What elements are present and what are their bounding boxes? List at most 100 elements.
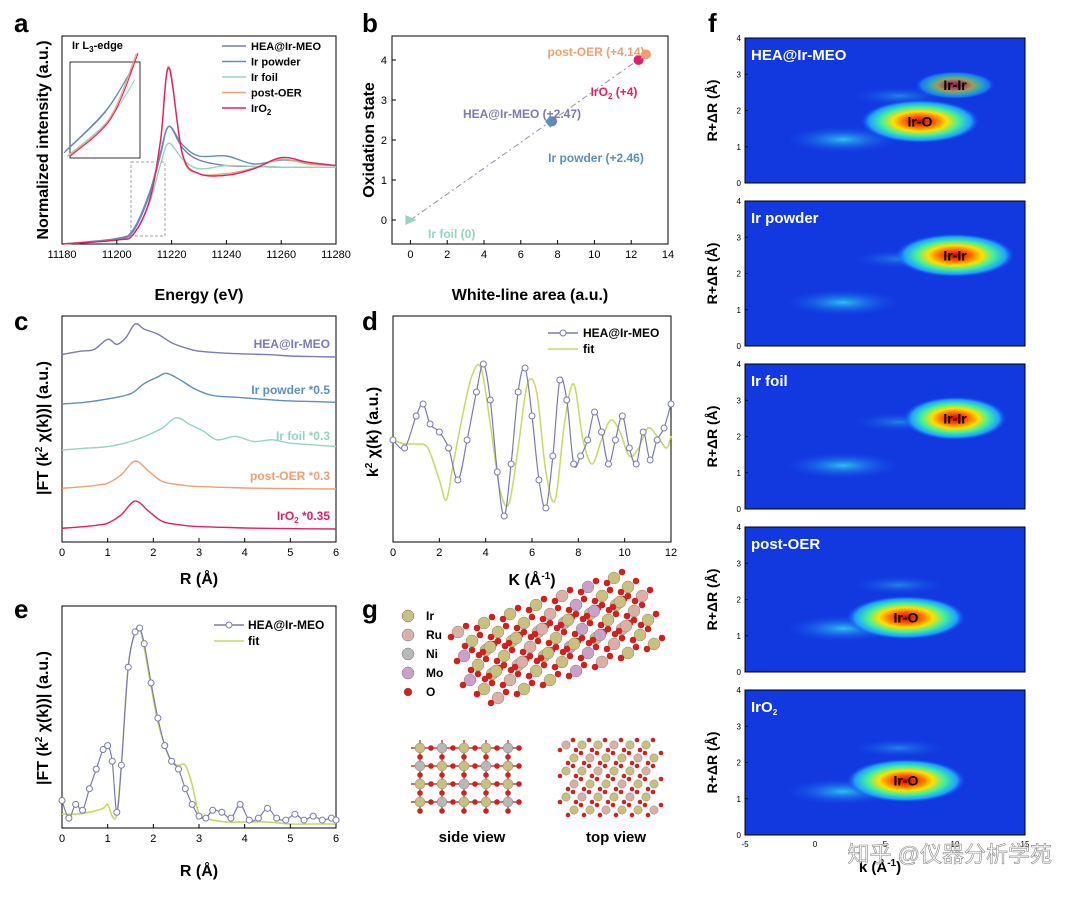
metal-atom — [601, 753, 611, 763]
metal-atom — [569, 779, 579, 789]
oxygen-atom — [623, 612, 631, 620]
oxygen-atom — [557, 773, 563, 779]
point-label: Ir foil (0) — [428, 227, 475, 241]
x-tick-label: 12 — [625, 249, 637, 261]
oxygen-atom — [629, 786, 635, 792]
oxygen-atom — [488, 613, 496, 621]
metal-atom — [585, 753, 595, 763]
panel-f: Ir-O Ir-Ir HEA@Ir-MEO 0 1 2 3 4 R+ΔR (Å) Ir-Ir Ir … — [704, 34, 1030, 849]
metal-atom — [585, 805, 595, 815]
oxygen-atom — [570, 737, 576, 743]
inset-curve — [69, 53, 139, 157]
exp-point — [563, 396, 571, 404]
exp-point — [113, 808, 121, 816]
exp-point — [58, 796, 66, 804]
metal-atom — [477, 682, 491, 696]
oxygen-atom — [472, 799, 478, 805]
metal-atom — [489, 664, 503, 678]
metal-atom — [480, 778, 492, 790]
x-tick-label: 11280 — [321, 249, 351, 261]
x-tick-label: 11200 — [102, 249, 132, 261]
oxygen-atom — [652, 610, 660, 618]
xanes-curve — [61, 125, 337, 245]
oxygen-atom — [551, 663, 559, 671]
metal-atom — [436, 796, 448, 808]
curve-label: Ir powder *0.5 — [251, 383, 330, 397]
oxygen-atom — [450, 745, 456, 751]
map-annotation: Ir-Ir — [943, 247, 967, 263]
metal-atom — [480, 796, 492, 808]
exp-point — [479, 360, 487, 368]
oxygen-atom — [605, 799, 611, 805]
oxygen-atom — [474, 670, 482, 678]
y-tick-label: 0 — [737, 668, 742, 677]
oxygen-atom — [594, 802, 600, 808]
oxygen-atom — [428, 763, 434, 769]
metal-atom — [609, 740, 619, 750]
exp-point — [549, 452, 557, 460]
oxygen-atom — [570, 789, 576, 795]
legend-label: post-OER — [251, 88, 302, 100]
oxygen-atom — [650, 763, 656, 769]
metal-atom — [436, 778, 448, 790]
oxygen-atom — [560, 628, 568, 636]
y-axis-label: R+ΔR (Å) — [704, 80, 720, 142]
oxygen-atom — [447, 633, 455, 641]
exp-point — [577, 452, 585, 460]
oxygen-atom — [513, 624, 521, 632]
y-axis-label: Oxidation state — [361, 82, 378, 198]
oxygen-atom — [629, 812, 635, 818]
exp-point — [500, 512, 508, 520]
oxygen-atom — [637, 799, 643, 805]
oxygen-atom — [617, 588, 625, 596]
oxygen-atom — [546, 619, 554, 627]
oxygen-atom — [566, 652, 574, 660]
panel-letter-f: f — [708, 8, 717, 38]
y-tick-label: 2 — [737, 759, 742, 768]
oxygen-atom — [525, 606, 533, 614]
exp-point — [273, 814, 281, 822]
y-tick-label: 2 — [737, 433, 742, 442]
oxygen-atom — [615, 627, 623, 635]
y-tick-label: 3 — [737, 722, 742, 731]
oxygen-atom — [494, 637, 502, 645]
map-band — [849, 575, 949, 595]
wavelet-map: Ir-Ir Ir foil 0 1 2 3 4 R+ΔR (Å) — [704, 360, 1026, 514]
map-title: IrO2 — [751, 699, 778, 717]
exp-point — [188, 800, 196, 808]
oxygen-atom — [624, 592, 632, 600]
oxygen-atom — [605, 747, 611, 753]
oxygen-atom — [617, 654, 625, 662]
oxygen-atom — [450, 763, 456, 769]
y-axis-label: R+ΔR (Å) — [704, 569, 720, 631]
metal-atom — [414, 742, 426, 754]
oxygen-atom — [626, 750, 632, 756]
exp-point — [264, 804, 271, 812]
map-hotspot — [915, 71, 995, 100]
oxygen-atom — [621, 747, 627, 753]
metal-atom — [593, 766, 603, 776]
wavelet-map: Ir-Ir Ir powder 0 1 2 3 4 R+ΔR (Å) — [704, 197, 1026, 351]
exp-point — [667, 400, 675, 408]
oxygen-atom — [643, 645, 651, 653]
oxygen-atom — [629, 760, 635, 766]
exp-point — [625, 444, 633, 452]
ft-curve — [61, 372, 337, 405]
oxygen-atom — [637, 621, 645, 629]
panel-letter-a: a — [14, 8, 29, 38]
atom-legend-label: O — [426, 685, 435, 699]
exp-point — [412, 412, 420, 420]
oxygen-atom — [516, 763, 522, 769]
y-tick-label: 2 — [381, 135, 387, 147]
oxygen-atom — [583, 612, 591, 620]
panel-b: Ir foil (0) HEA@Ir-MEO (+2.47) Ir powder (… — [361, 35, 674, 304]
metal-atom — [569, 664, 583, 678]
atom-legend-label: Ni — [426, 647, 438, 661]
ft-curve — [61, 500, 337, 530]
map-hotspot — [846, 758, 966, 803]
metal-atom — [619, 619, 633, 633]
oxygen-atom — [581, 812, 587, 818]
exp-point — [618, 412, 626, 420]
exp-point — [528, 412, 536, 420]
